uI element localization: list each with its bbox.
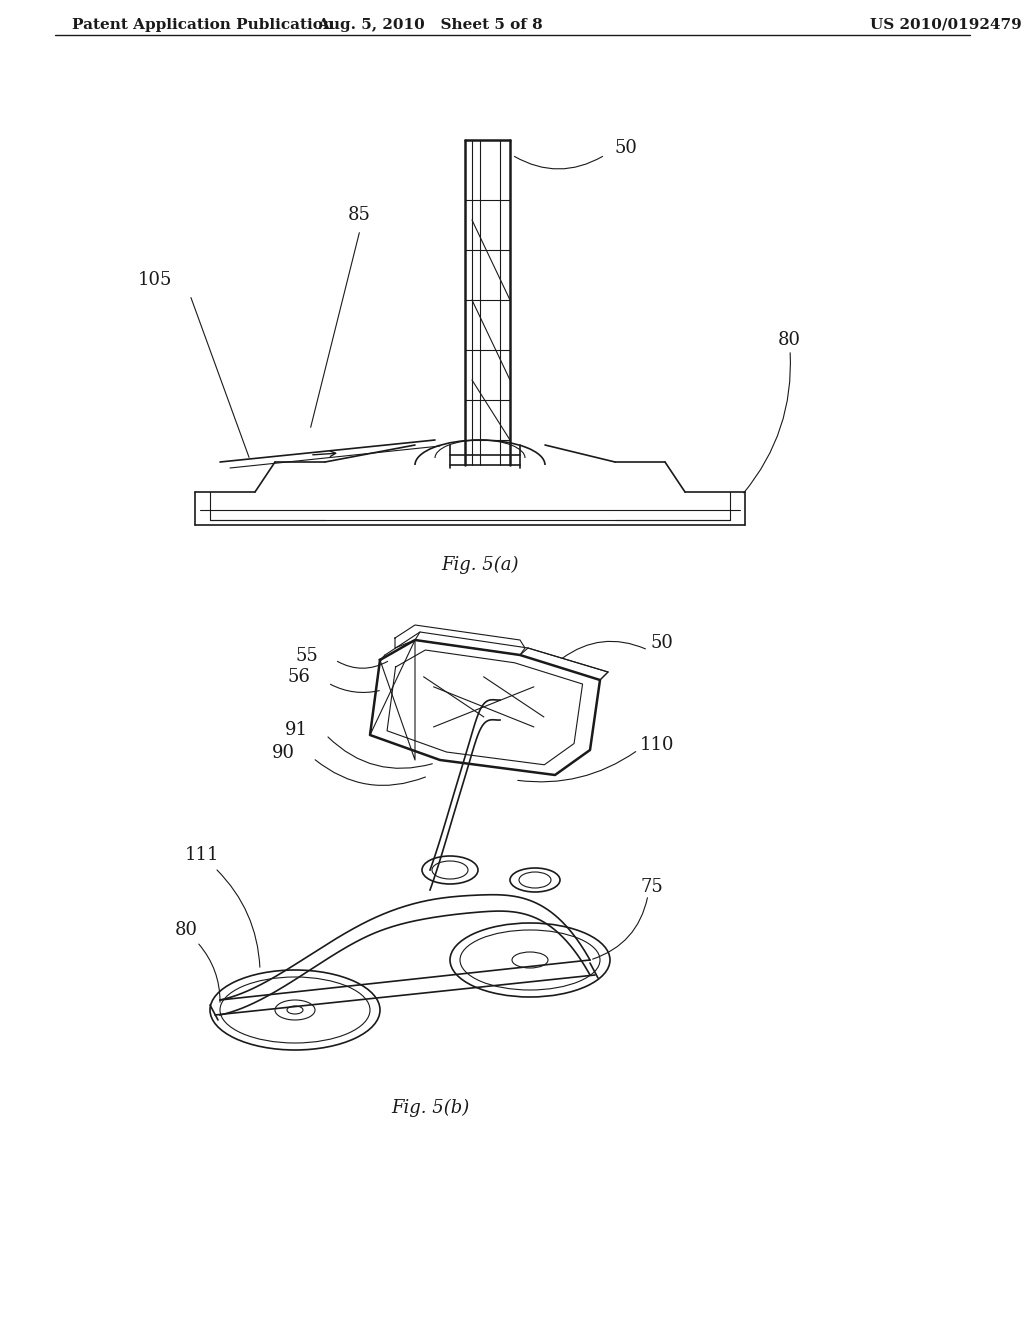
Text: 110: 110: [640, 737, 675, 754]
Text: 85: 85: [348, 206, 371, 224]
Text: 90: 90: [272, 744, 295, 762]
Text: US 2010/0192479 A1: US 2010/0192479 A1: [870, 18, 1024, 32]
Text: Aug. 5, 2010   Sheet 5 of 8: Aug. 5, 2010 Sheet 5 of 8: [317, 18, 543, 32]
Text: 80: 80: [778, 331, 801, 348]
Text: 91: 91: [285, 721, 308, 739]
Text: Fig. 5(a): Fig. 5(a): [441, 556, 519, 574]
Text: 105: 105: [138, 271, 172, 289]
Text: 50: 50: [650, 634, 673, 652]
Text: 75: 75: [640, 878, 663, 896]
Text: Patent Application Publication: Patent Application Publication: [72, 18, 334, 32]
Text: 55: 55: [295, 647, 318, 665]
Text: Fig. 5(b): Fig. 5(b): [391, 1098, 469, 1117]
Text: 56: 56: [287, 668, 310, 686]
Text: 80: 80: [175, 921, 198, 939]
Text: 50: 50: [615, 139, 638, 157]
Text: 111: 111: [185, 846, 219, 865]
